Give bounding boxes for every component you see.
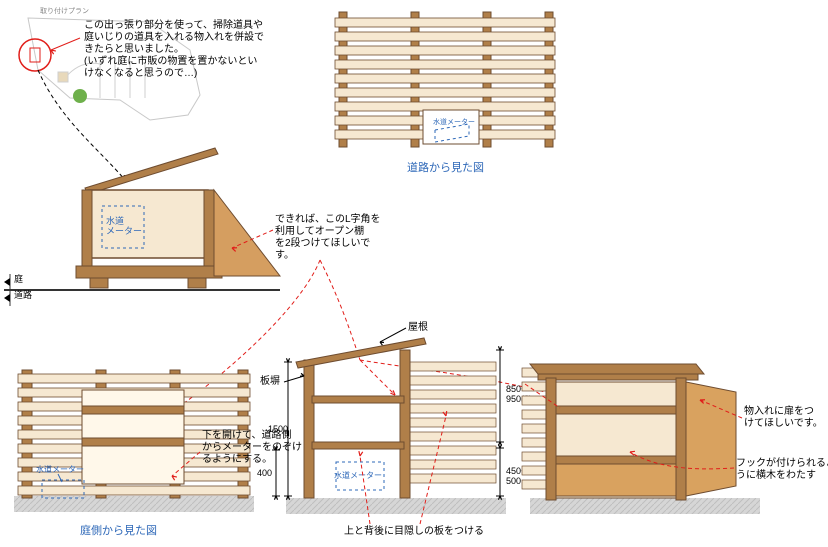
sv-backslat	[406, 362, 496, 371]
shelf-note: できれば、このL字角を利用してオープン棚を2段つけてほしいです。	[275, 212, 381, 261]
rv-slat	[335, 88, 555, 97]
plan-block	[58, 72, 68, 82]
rect	[522, 452, 548, 461]
tri-l	[4, 278, 10, 286]
rect	[522, 466, 548, 475]
cab-door	[686, 382, 736, 496]
sv-backslat	[406, 432, 496, 441]
arrowhead	[274, 496, 277, 500]
cab-lower-panel	[556, 464, 676, 496]
fence-label: 板塀	[260, 374, 280, 387]
gv-slat	[18, 486, 250, 495]
gv-meter-label: 水道メーター	[36, 464, 84, 474]
plan-tree	[73, 89, 87, 103]
plan-caption: 取り付けプラン	[40, 6, 89, 15]
sv-backslat	[406, 418, 496, 427]
cs-base	[76, 266, 222, 278]
line	[284, 376, 304, 382]
rect	[312, 396, 404, 403]
arrowhead	[51, 50, 56, 54]
rect	[90, 278, 108, 288]
top-note-text: この出っ張り部分を使って、掃除道具や庭いじりの道具を入れる物入れを併設できたらと…	[84, 18, 264, 79]
sv-backslat	[406, 390, 496, 399]
rv-slat	[335, 18, 555, 27]
garden-label: 庭	[14, 273, 23, 284]
leader-r2	[320, 260, 360, 360]
arrowhead	[359, 451, 363, 456]
gv-floor	[14, 496, 254, 512]
sv-post-l	[304, 360, 314, 498]
rect	[522, 410, 548, 419]
cs-wedge	[214, 190, 280, 276]
rv-slat	[335, 32, 555, 41]
rv-slat	[335, 74, 555, 83]
cs-post-r	[204, 190, 214, 270]
roof-label: 屋根	[408, 320, 428, 333]
rv-hole	[423, 110, 479, 144]
sv-backslat	[406, 446, 496, 455]
rect	[522, 480, 548, 489]
arrowhead	[300, 373, 304, 376]
dim-1500-label: 1500	[268, 424, 288, 434]
arrowhead	[498, 444, 501, 448]
arrowhead	[286, 358, 289, 362]
leader-red	[51, 38, 80, 50]
rect	[82, 438, 184, 446]
sv-backslat	[406, 376, 496, 385]
cs-roof	[85, 148, 218, 194]
rect	[188, 278, 206, 288]
cab-floor	[530, 498, 760, 514]
rect	[556, 406, 676, 414]
rect	[522, 382, 548, 391]
rv-meter-label: 水道メーター	[433, 117, 475, 126]
road-label: 道路	[14, 289, 32, 300]
rect	[82, 406, 184, 414]
sv-meter-label: 水道メーター	[334, 470, 382, 480]
dash-leader-1	[38, 70, 125, 180]
gv-slat	[18, 374, 250, 383]
gv-panel	[82, 390, 184, 484]
rv-slat	[335, 46, 555, 55]
rect	[538, 374, 698, 380]
rect	[546, 378, 556, 500]
rect	[676, 378, 686, 500]
line	[380, 328, 406, 342]
rect	[522, 438, 548, 447]
door-note: 物入れに扉をつけてほしいです。	[744, 404, 823, 429]
sv-backslat	[406, 460, 496, 469]
arrowhead	[498, 346, 501, 350]
rect	[556, 456, 676, 464]
sv-floor	[286, 498, 506, 514]
rect	[312, 442, 404, 449]
roadview-caption: 道路から見た図	[407, 160, 484, 174]
sv-post-r	[400, 350, 410, 498]
rv-slat	[335, 60, 555, 69]
sv-backslat	[406, 474, 496, 483]
hook-note: フックが付けられるように横木をわたす	[736, 456, 828, 481]
gardenview-caption: 庭側から見た図	[80, 523, 157, 537]
cab-roof	[530, 364, 704, 374]
sv-backslat	[406, 404, 496, 413]
arrowhead	[380, 342, 384, 345]
rect	[522, 424, 548, 433]
dim-400-label: 400	[257, 468, 272, 478]
sideboard-note: 上と背後に目隠しの板をつける	[344, 524, 484, 537]
cs-post-l	[82, 190, 92, 270]
leader-r2b	[360, 360, 395, 395]
tri-l2	[4, 294, 10, 302]
